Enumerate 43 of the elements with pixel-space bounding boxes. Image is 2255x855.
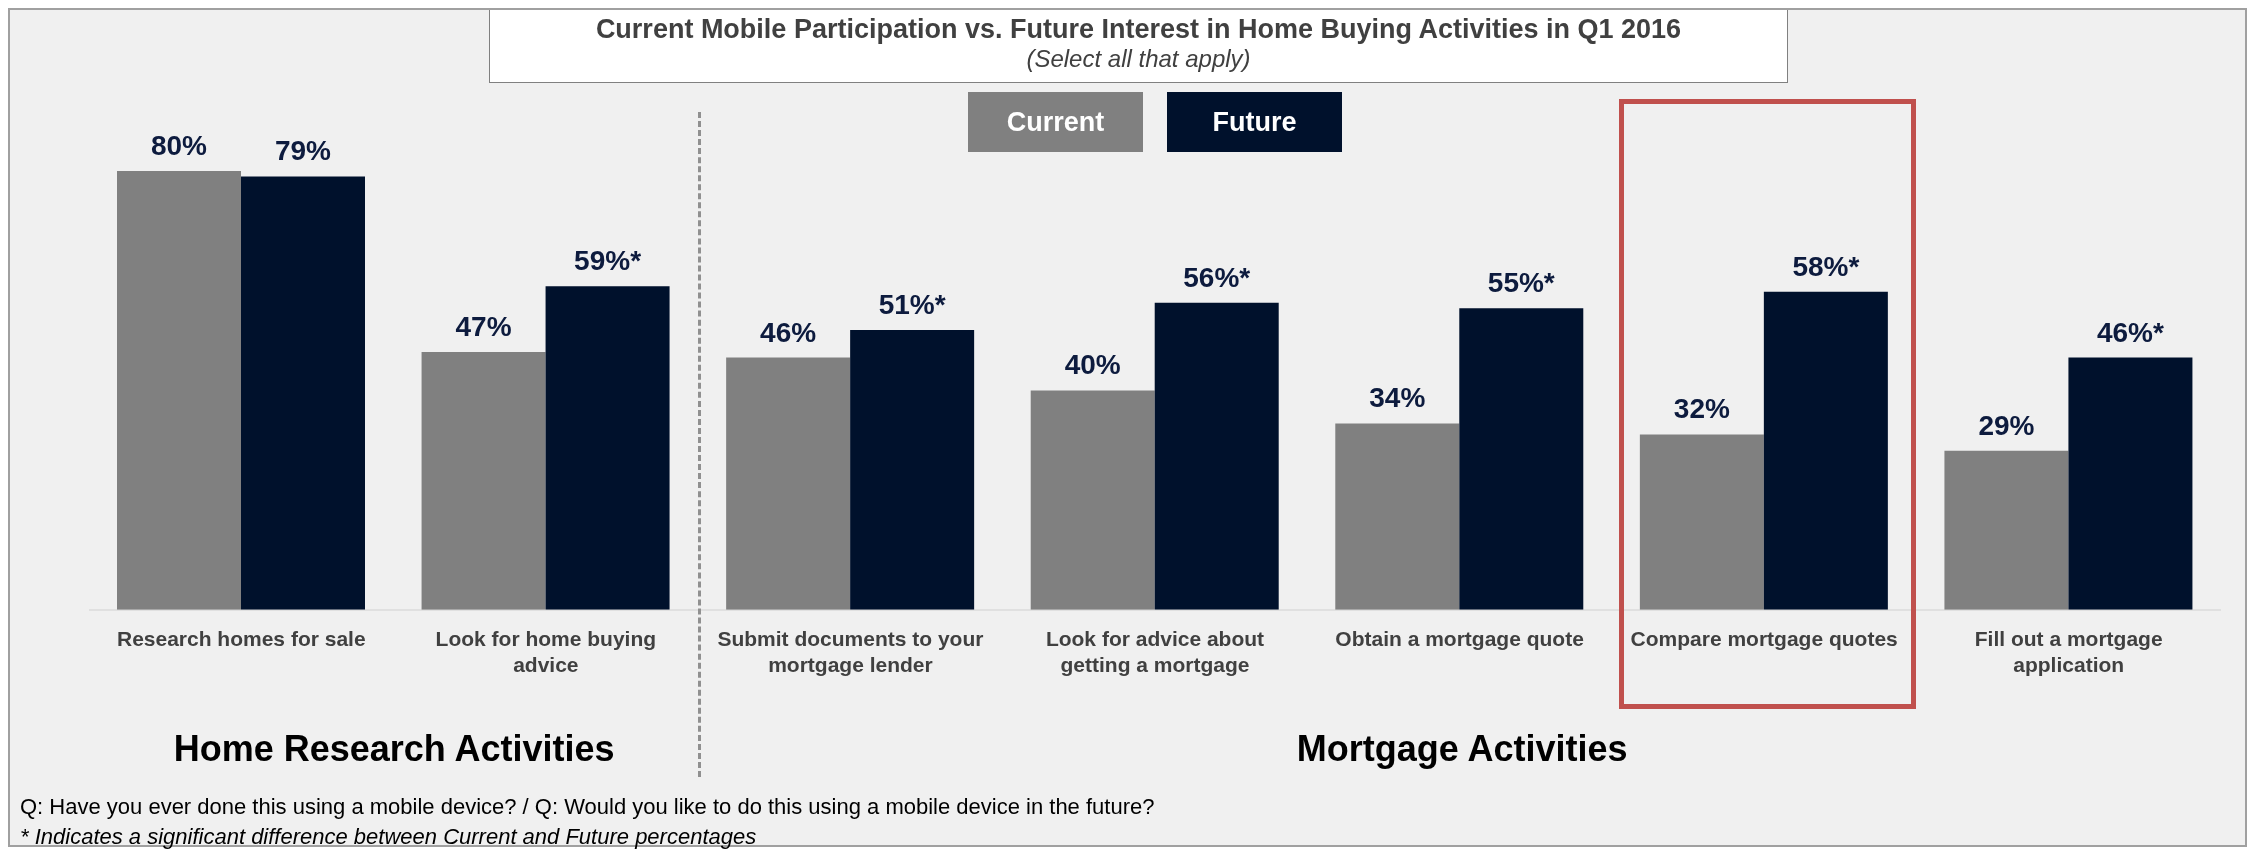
bar xyxy=(1944,450,2069,610)
data-label: 29% xyxy=(1978,409,2035,441)
text: Mortgage Activities xyxy=(1295,728,1629,770)
data-label: 80% xyxy=(150,129,208,161)
data-label: 46%* xyxy=(2096,316,2164,348)
bar xyxy=(421,352,546,610)
bar xyxy=(850,330,975,610)
bar xyxy=(241,176,365,610)
x-tick-label: Compare mortgage quotes xyxy=(1630,627,1898,650)
x-tick-label: Submit documents to your mortgage lender xyxy=(717,627,984,676)
x-tick-label: Look for advice about getting a mortgage xyxy=(1045,627,1265,676)
bar xyxy=(1639,434,1764,610)
data-label: 79% xyxy=(274,135,332,167)
data-label: 46% xyxy=(760,316,817,348)
data-label: 58%* xyxy=(1792,250,1860,282)
data-label: 40% xyxy=(1064,349,1121,381)
data-label: 56%* xyxy=(1183,261,1251,293)
bar xyxy=(117,170,241,610)
data-label: 32% xyxy=(1673,393,1730,425)
bar xyxy=(1335,423,1460,610)
chart-subtitle: (Select all that apply) xyxy=(1025,45,1252,73)
data-label: 34% xyxy=(1369,382,1426,414)
text: * Indicates a significant difference between Current and Future percentages xyxy=(20,824,757,850)
text: Future xyxy=(1167,92,1342,152)
data-label: 47% xyxy=(455,311,512,343)
x-tick-label: Look for home buying advice xyxy=(435,627,657,676)
bar xyxy=(1763,291,1888,610)
text: Home Research Activities xyxy=(172,728,616,770)
bar xyxy=(545,286,670,610)
x-tick-label: Research homes for sale xyxy=(116,627,366,650)
data-label: 51%* xyxy=(878,289,946,321)
text: Q: Have you ever done this using a mobile device? / Q: Would you like to do this using a mobile device in the future? xyxy=(20,794,1155,820)
x-tick-label: Obtain a mortgage quote xyxy=(1335,627,1584,650)
bar xyxy=(1030,390,1155,610)
x-tick-label: Fill out a mortgage application xyxy=(1974,627,2163,676)
bar xyxy=(1154,302,1279,610)
data-label: 59%* xyxy=(574,245,642,277)
bar xyxy=(726,357,851,610)
chart-title: Current Mobile Participation vs. Future Interest in Home Buying Activities in Q1 2016 xyxy=(594,14,1683,45)
bar xyxy=(2068,357,2193,610)
bar xyxy=(1459,308,1584,610)
text: Current xyxy=(968,92,1143,152)
data-label: 55%* xyxy=(1487,267,1555,299)
